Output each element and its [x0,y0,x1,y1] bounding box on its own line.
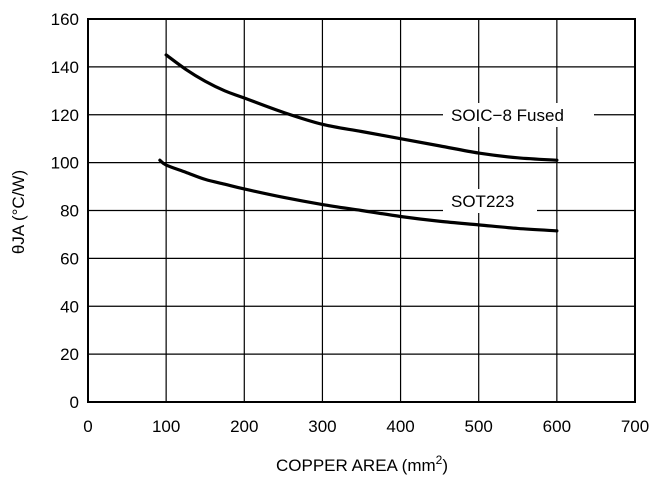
y-tick-label-80: 80 [60,202,79,221]
series-label-bg-sot223 [443,189,537,213]
y-tick-label-60: 60 [60,249,79,268]
series-line-1 [158,158,559,233]
plot-frame [87,18,636,403]
x-tick-label-500: 500 [465,417,493,436]
x-axis-title-superscript: 2 [436,453,443,467]
y-tick-label-0: 0 [70,393,79,412]
series-label-sot223: SOT223 [451,192,514,211]
series-label-bg-soic8 [443,103,594,127]
x-tick-label-400: 400 [386,417,414,436]
series-line-0 [164,53,559,162]
x-tick-label-300: 300 [308,417,336,436]
x-tick-label-100: 100 [152,417,180,436]
y-tick-label-120: 120 [51,106,79,125]
x-tick-label-0: 0 [83,417,92,436]
x-tick-label-600: 600 [543,417,571,436]
y-tick-label-100: 100 [51,154,79,173]
y-tick-label-160: 160 [51,10,79,29]
y-axis-title: θJA (°C/W) [9,170,28,254]
x-tick-labels: 0 100 200 300 400 500 600 700 [83,417,649,436]
y-tick-labels: 0 20 40 60 80 100 120 140 160 [51,10,79,412]
y-tick-label-40: 40 [60,297,79,316]
x-axis-title-close: ) [442,456,448,475]
x-tick-label-200: 200 [230,417,258,436]
x-tick-label-700: 700 [621,417,649,436]
x-axis-title: COPPER AREA (mm2) [276,453,448,475]
series-label-soic8: SOIC−8 Fused [451,106,564,125]
y-tick-label-20: 20 [60,345,79,364]
series-group [158,53,559,233]
y-tick-label-140: 140 [51,58,79,77]
